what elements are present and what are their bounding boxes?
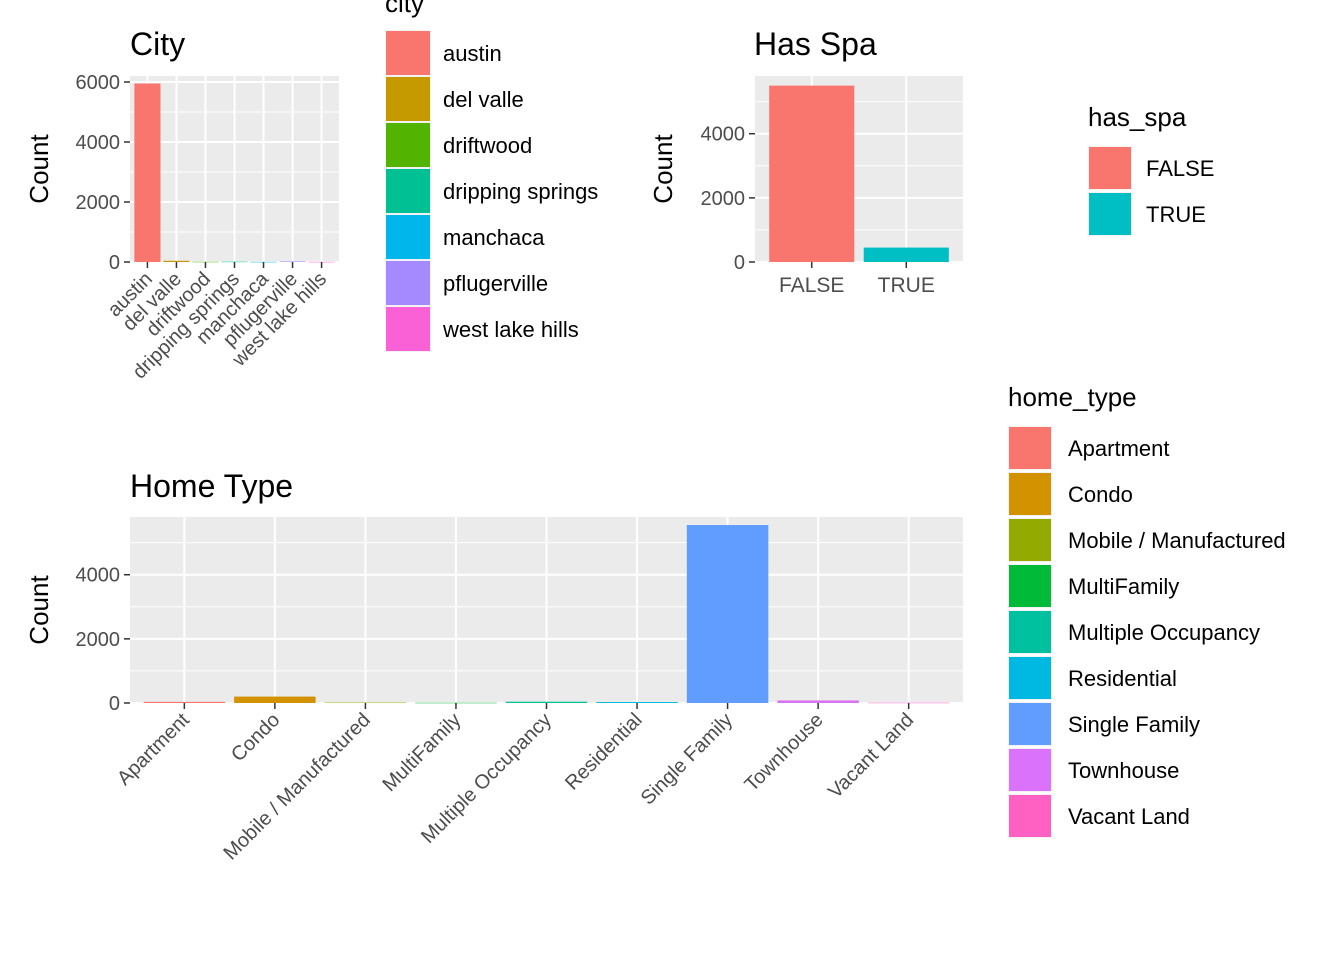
legend-swatch-townhouse (1009, 749, 1051, 791)
x-tick-label: Apartment (113, 709, 194, 790)
y-tick-label: 0 (734, 252, 745, 274)
legend-label: Multiple Occupancy (1068, 620, 1260, 645)
y-tick-label: 0 (109, 693, 120, 715)
x-tick-label: TRUE (878, 274, 935, 297)
bar-false (769, 85, 855, 262)
legend-swatch-mobile-manufactured (1009, 519, 1051, 561)
y-tick-label: 2000 (701, 188, 746, 210)
legend-swatch-single-family (1009, 703, 1051, 745)
y-tick-label: 2000 (76, 192, 121, 214)
legend-label: driftwood (443, 133, 532, 158)
chart-title: Has Spa (754, 26, 877, 62)
legend-swatch-del-valle (386, 77, 430, 121)
y-tick-label: 2000 (76, 629, 121, 651)
legend-title: city (385, 0, 424, 18)
legend-swatch-manchaca (386, 215, 430, 259)
chart-city: City 0 2000 4000 6000 austin del valle driftwoo… (24, 0, 598, 383)
legend-swatch-austin (386, 31, 430, 75)
bar-apartment (143, 701, 226, 703)
y-tick-label: 4000 (76, 132, 121, 154)
y-tick-label: 4000 (76, 565, 121, 587)
bar-mobile-manufactured (324, 702, 407, 704)
bar-multifamily (415, 702, 497, 704)
bar-single-family (686, 525, 769, 703)
x-tick-label: Townhouse (741, 709, 828, 796)
x-tick-label: Mobile / Manufactured (219, 709, 374, 864)
legend-label: TRUE (1146, 202, 1206, 227)
bar-austin (134, 83, 161, 262)
bar-multiple-occupancy (505, 701, 588, 703)
legend-label: Single Family (1068, 712, 1200, 737)
y-axis-label: Count (24, 575, 54, 645)
x-tick-label: Residential (561, 709, 647, 795)
legend-label: Apartment (1068, 436, 1170, 461)
bar-townhouse (777, 700, 859, 703)
legend-swatch-residential (1009, 657, 1051, 699)
legend-label: pflugerville (443, 271, 548, 296)
legend-label: MultiFamily (1068, 574, 1179, 599)
legend-swatch-vacant-land (1009, 795, 1051, 837)
y-tick-label: 0 (109, 252, 120, 274)
bar-del-valle (163, 260, 190, 262)
legend-title: home_type (1008, 382, 1137, 412)
chart-title: Home Type (130, 468, 293, 504)
legend-label: Condo (1068, 482, 1133, 507)
y-tick-label: 4000 (701, 124, 746, 146)
legend-title: has_spa (1088, 102, 1187, 132)
legend-swatch-true (1089, 193, 1131, 235)
legend-label: del valle (443, 87, 524, 112)
legend-label: dripping springs (443, 179, 598, 204)
legend-swatch-false (1089, 147, 1131, 189)
legend-home_type: home_type Apartment Condo Mobile / Manufact… (1008, 382, 1286, 838)
legend-label: manchaca (443, 225, 545, 250)
legend-label: Residential (1068, 666, 1177, 691)
legend-label: austin (443, 41, 502, 66)
legend-swatch-pflugerville (386, 261, 430, 305)
y-tick-label: 6000 (76, 72, 121, 94)
x-tick-label: Vacant Land (824, 709, 918, 803)
legend-swatch-apartment (1009, 427, 1051, 469)
bar-dripping-springs (221, 261, 248, 263)
y-axis-label: Count (24, 134, 54, 204)
x-tick-label: Condo (227, 709, 284, 766)
bar-true (863, 247, 949, 262)
legend-swatch-driftwood (386, 123, 430, 167)
bar-residential (596, 702, 678, 703)
chart-title: City (130, 26, 185, 62)
legend-label: Townhouse (1068, 758, 1179, 783)
bar-condo (234, 696, 316, 703)
chart-has_spa: Has Spa 0 2000 4000 FALSE TRUE Count has_spa FAL… (648, 26, 1214, 297)
x-tick-label: FALSE (779, 274, 844, 297)
legend-city: city austin del valle driftwood dripping spr… (385, 0, 598, 352)
legend-swatch-condo (1009, 473, 1051, 515)
x-tick-label: Single Family (637, 709, 737, 809)
legend-label: FALSE (1146, 156, 1214, 181)
legend-swatch-west-lake-hills (386, 307, 430, 351)
legend-label: west lake hills (442, 317, 579, 342)
y-axis-label: Count (648, 134, 678, 204)
legend-has_spa: has_spa FALSE TRUE (1088, 102, 1214, 236)
legend-swatch-dripping-springs (386, 169, 430, 213)
bar-pflugerville (279, 261, 306, 262)
bar-vacant-land (867, 702, 950, 704)
legend-swatch-multifamily (1009, 565, 1051, 607)
legend-label: Mobile / Manufactured (1068, 528, 1286, 553)
legend-swatch-multiple-occupancy (1009, 611, 1051, 653)
legend-label: Vacant Land (1068, 804, 1190, 829)
x-tick-label: MultiFamily (378, 709, 465, 796)
